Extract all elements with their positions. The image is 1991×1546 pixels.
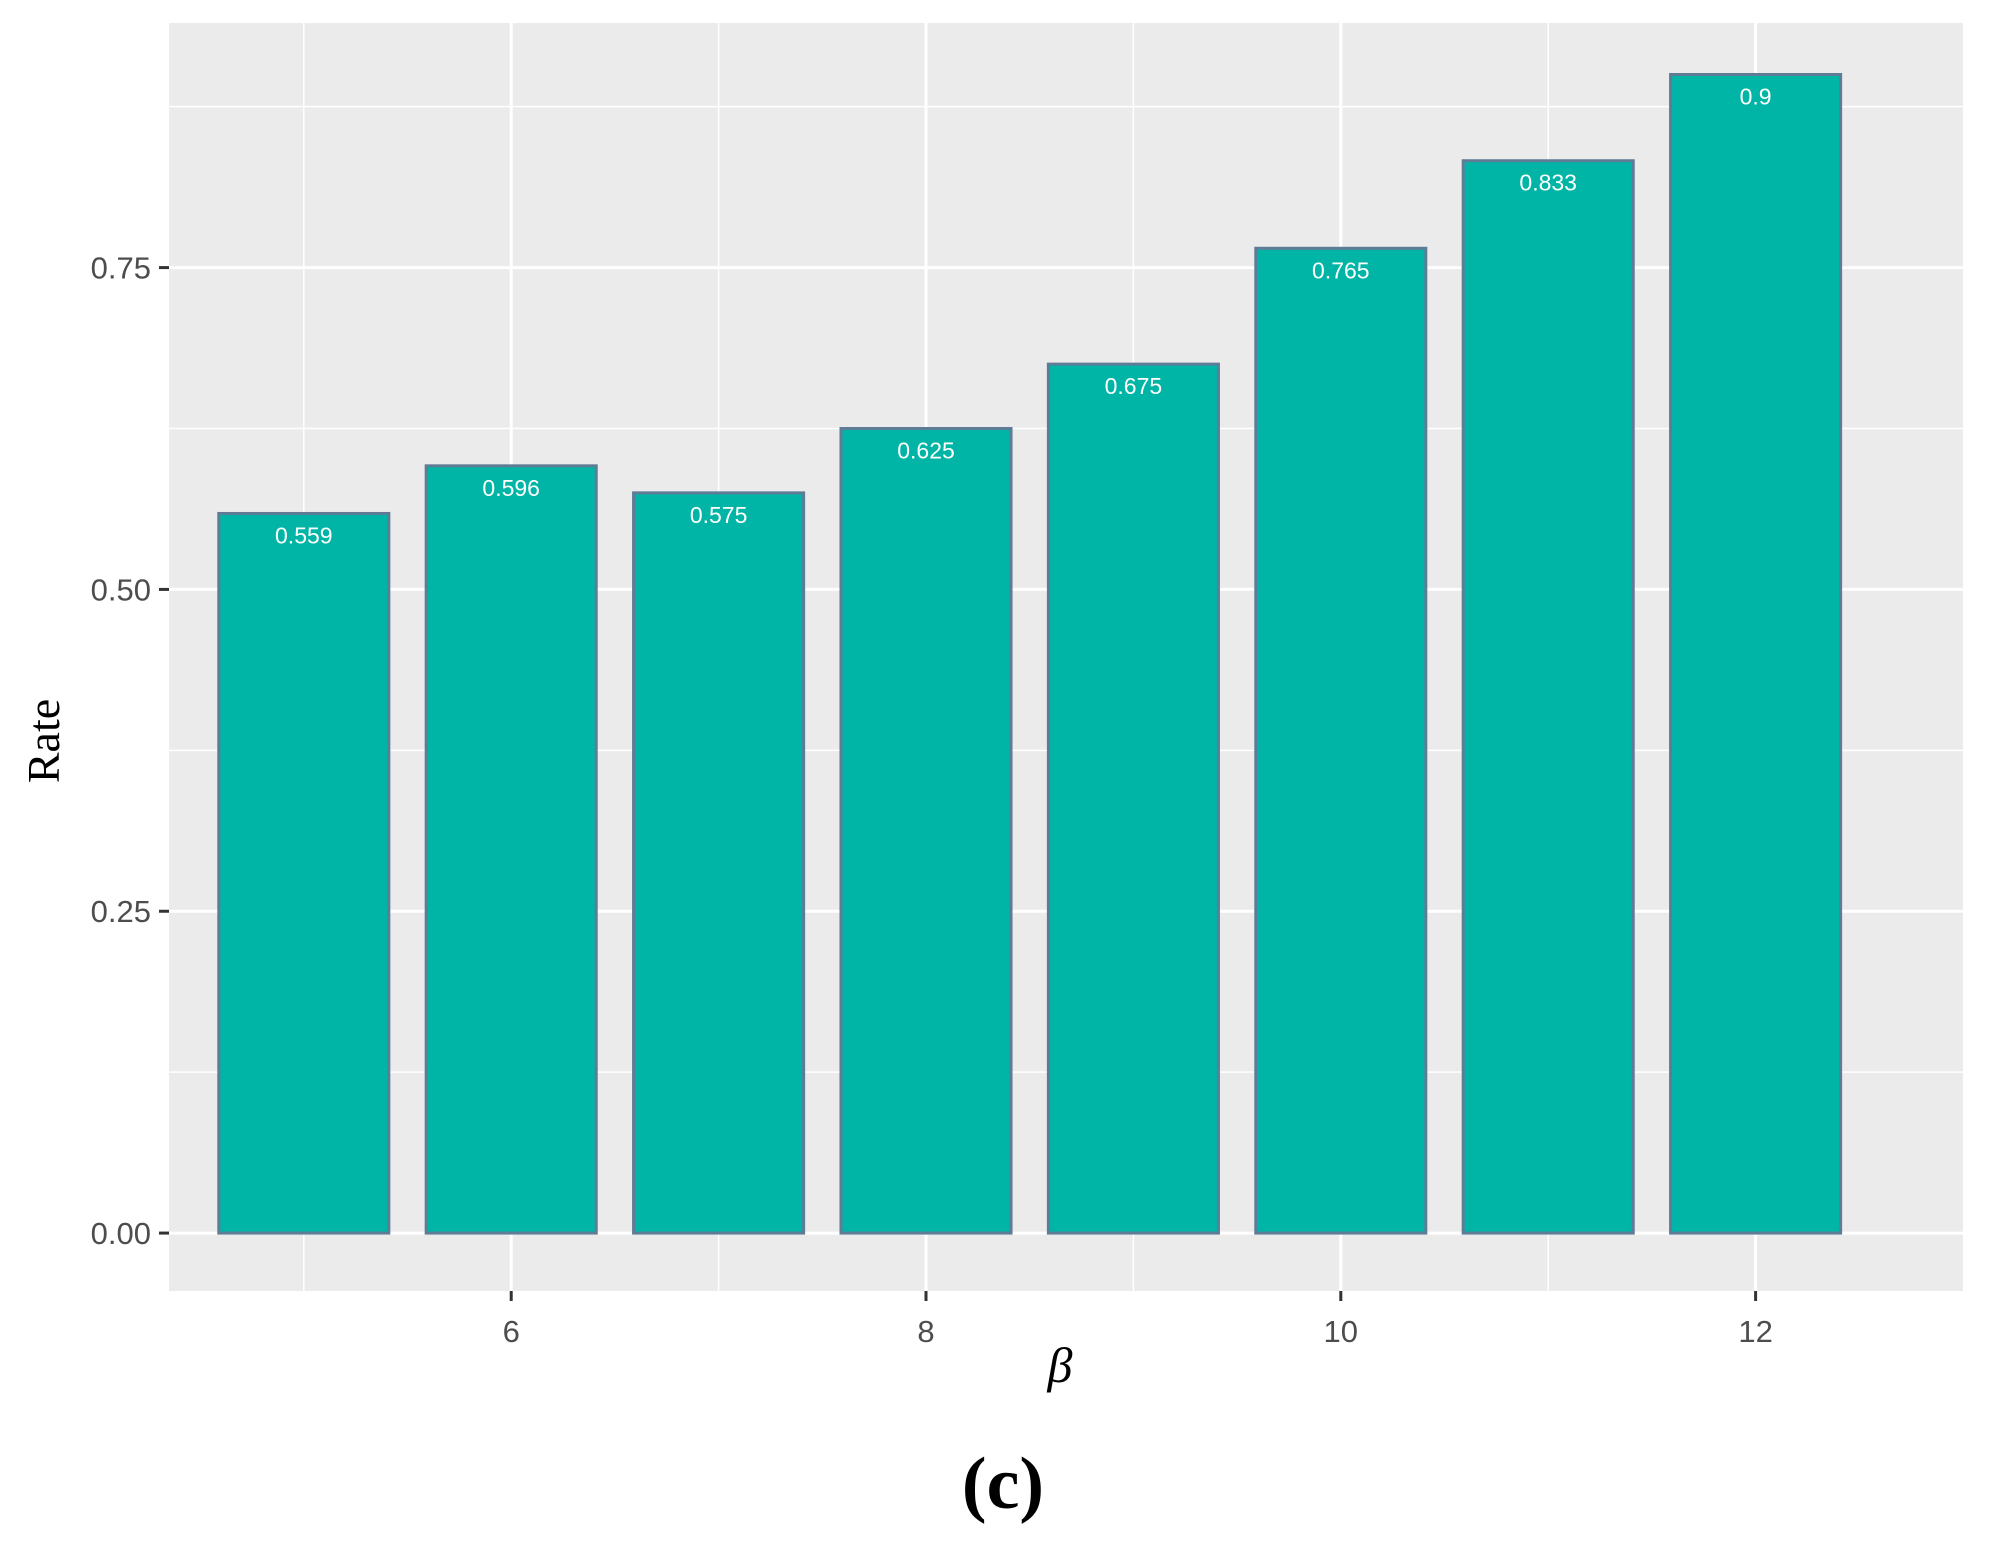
bar-value-label: 0.833 [1519,170,1577,196]
y-tick-label: 0.00 [91,1216,151,1251]
bar [632,491,806,1235]
bar-value-label: 0.575 [690,502,748,528]
bar-value-label: 0.625 [897,438,955,464]
bar [839,427,1013,1235]
x-tick-label: 6 [503,1314,520,1349]
bar-value-label: 0.596 [482,475,540,501]
bar-value-labels: 0.559 0.596 0.575 0.625 0.675 0.765 0.833 0.9 [275,83,1772,548]
x-axis: 6 8 10 12 [503,1291,1773,1349]
bar-value-label: 0.765 [1312,257,1370,283]
y-tick-label: 0.75 [91,251,151,286]
bar [1669,72,1843,1235]
x-axis-title: β [1047,1337,1073,1393]
x-tick-label: 12 [1738,1314,1772,1349]
bar [1461,159,1635,1235]
y-axis: 0.00 0.25 0.50 0.75 [91,251,169,1251]
y-tick-label: 0.25 [91,894,151,929]
y-tick-label: 0.50 [91,572,151,607]
bar [424,464,598,1235]
bar [1046,362,1220,1235]
bar-value-label: 0.675 [1105,373,1163,399]
bar-value-label: 0.9 [1740,83,1772,109]
bar-value-label: 0.559 [275,522,333,548]
x-tick-label: 10 [1324,1314,1358,1349]
bar [217,511,391,1235]
x-tick-label: 8 [917,1314,934,1349]
bar [1254,246,1428,1235]
bars [217,72,1843,1235]
panel-label: (c) [962,1443,1044,1525]
y-axis-title: Rate [18,699,69,783]
